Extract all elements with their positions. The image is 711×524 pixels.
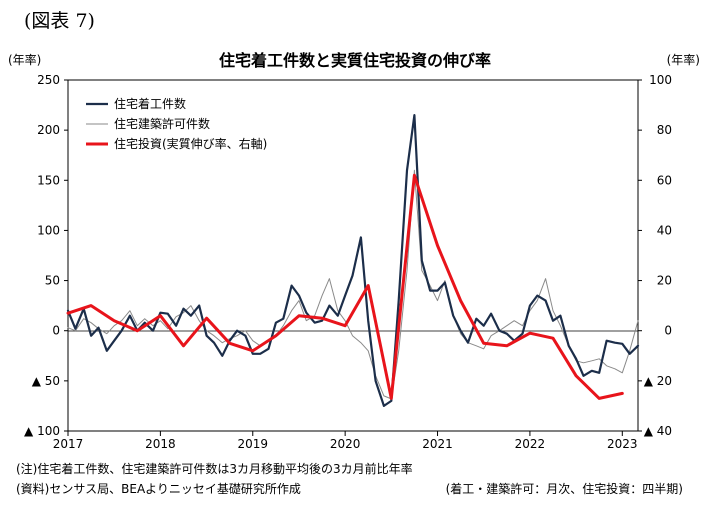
y-left-tick-label: ▲ 100	[24, 424, 60, 438]
y-left-tick-label: 50	[45, 274, 60, 288]
x-tick-label: 2017	[53, 437, 84, 451]
y-left-tick-label: 200	[37, 123, 60, 137]
y-right-tick-label: 60	[657, 173, 672, 187]
y-left-tick-label: 150	[37, 173, 60, 187]
y-right-tick-label: 100	[649, 73, 672, 87]
y-right-tick-label: 80	[657, 123, 672, 137]
x-tick-label: 2018	[145, 437, 176, 451]
chart-note: (注)住宅着工件数、住宅建築許可件数は3カ月移動平均後の3カ月前比年率	[16, 462, 413, 476]
legend-label: 住宅着工件数	[114, 96, 186, 111]
frequency-note: (着工・建築許可：月次、住宅投資：四半期)	[445, 482, 683, 496]
y-right-unit: (年率)	[667, 52, 700, 67]
legend-label: 住宅投資(実質伸び率、右軸)	[114, 136, 267, 151]
y-right-tick-label: 0	[664, 324, 672, 338]
x-tick-label: 2022	[515, 437, 546, 451]
plot-area	[67, 79, 639, 432]
x-tick-label: 2021	[422, 437, 453, 451]
y-left-unit: (年率)	[8, 52, 41, 67]
y-left-tick-label: ▲ 50	[32, 374, 60, 388]
y-left-tick-label: 250	[37, 73, 60, 87]
chart-title: 住宅着工件数と実質住宅投資の伸び率	[219, 51, 491, 70]
y-right-tick-label: ▲ 20	[644, 374, 672, 388]
source-note: (資料)センサス局、BEAよりニッセイ基礎研究所作成	[16, 482, 301, 496]
x-tick-label: 2020	[330, 437, 361, 451]
legend-label: 住宅建築許可件数	[114, 116, 210, 131]
x-tick-label: 2019	[237, 437, 268, 451]
figure-label: (図表 7)	[24, 10, 95, 32]
y-right-tick-label: 40	[657, 223, 672, 237]
y-left-tick-label: 0	[52, 324, 60, 338]
y-right-tick-label: 20	[657, 274, 672, 288]
series-line-2	[67, 169, 639, 400]
x-tick-label: 2023	[607, 437, 638, 451]
y-right-tick-label: ▲ 40	[644, 424, 672, 438]
y-left-tick-label: 100	[37, 223, 60, 237]
series-line-1	[66, 113, 640, 407]
series-line-3	[66, 173, 624, 400]
